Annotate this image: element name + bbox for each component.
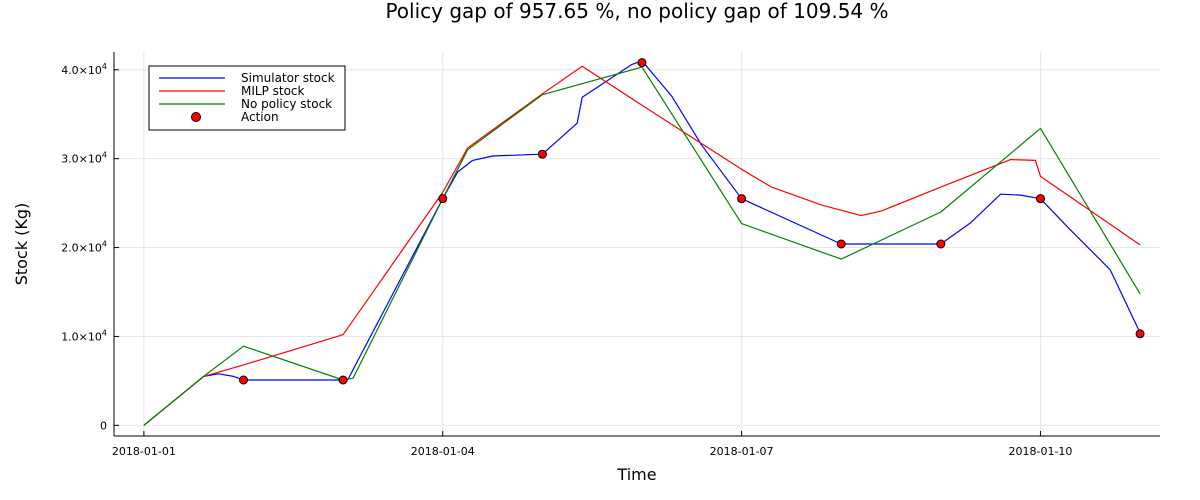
action-point: [836, 239, 846, 249]
y-tick-label-base: 4.0×10: [61, 64, 102, 77]
y-tick-label: 4.0×104: [61, 62, 107, 77]
y-tick-label-exponent: 4: [102, 151, 107, 160]
y-tick-label-exponent: 4: [102, 240, 107, 249]
legend-box: [148, 65, 346, 131]
action-point: [1035, 194, 1045, 204]
grid: [114, 52, 1160, 436]
series-line-no-policy-stock: [143, 66, 1141, 426]
y-tick-label-base: 2.0×10: [61, 242, 102, 255]
action-point: [936, 239, 946, 249]
y-tick-label: 2.0×104: [61, 240, 107, 255]
x-tick-label: 2018-01-07: [710, 445, 774, 458]
y-tick-label: 3.0×104: [61, 151, 107, 166]
series-line-milp-stock: [143, 65, 1141, 426]
action-point: [239, 375, 249, 385]
y-tick-label-exponent: 4: [102, 328, 107, 337]
y-tick-label: 1.0×104: [61, 328, 107, 343]
y-axis-label: Stock (Kg): [12, 203, 31, 286]
y-tick-label-base: 1.0×10: [61, 330, 102, 343]
y-tick-label-exponent: 4: [102, 62, 107, 71]
plot-area: [143, 60, 1141, 426]
x-tick-label: 2018-01-04: [411, 445, 475, 458]
action-point: [737, 194, 747, 204]
legend-swatch-action: [191, 112, 201, 122]
series-line-simulator-stock: [143, 60, 1141, 426]
action-point: [1135, 329, 1145, 339]
y-tick-label-base: 3.0×10: [61, 153, 102, 166]
x-axis-label: Time: [616, 465, 656, 484]
action-markers: [239, 58, 1145, 385]
legend-label-action: Action: [241, 110, 279, 124]
legend: Simulator stock MILP stock No policy sto…: [148, 65, 346, 131]
legend-label-simulator: Simulator stock: [241, 71, 335, 85]
action-point: [537, 149, 547, 159]
chart-title: Policy gap of 957.65 %, no policy gap of…: [385, 0, 888, 23]
action-point: [438, 194, 448, 204]
action-point: [637, 58, 647, 68]
action-point: [338, 375, 348, 385]
legend-label-no-policy: No policy stock: [241, 97, 332, 111]
y-tick-label-base: 0: [100, 419, 107, 432]
x-tick-label: 2018-01-10: [1008, 445, 1072, 458]
x-tick-label: 2018-01-01: [112, 445, 176, 458]
x-axis-ticks: 2018-01-01 2018-01-04 2018-01-07 2018-01-10: [112, 431, 1072, 458]
legend-label-milp: MILP stock: [241, 84, 305, 98]
y-tick-label: 0: [100, 419, 107, 432]
